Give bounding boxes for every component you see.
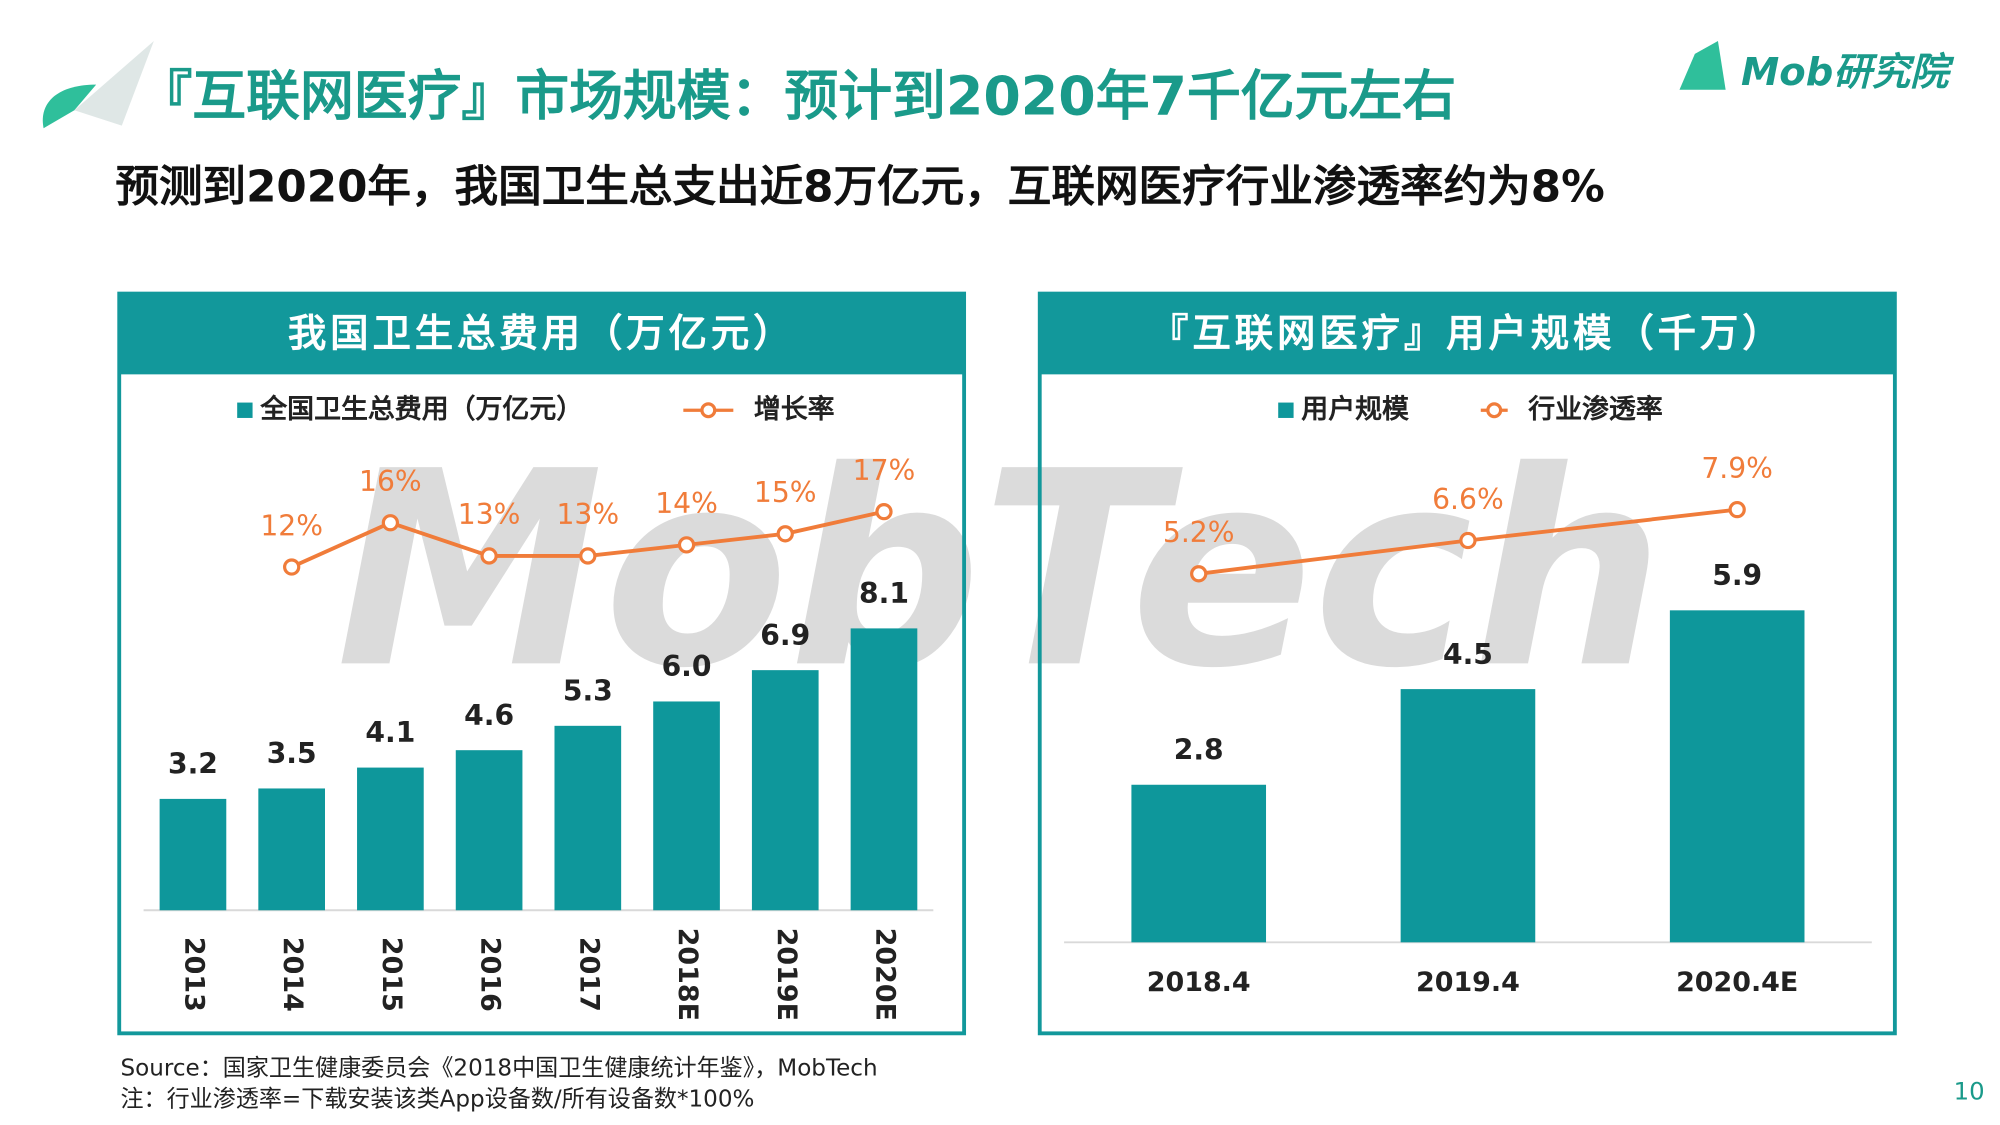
bar (357, 767, 424, 911)
decor-shard (74, 41, 154, 126)
x-tick-label: 2017 (573, 937, 604, 1012)
x-tick-label: 2018.4 (1147, 967, 1251, 998)
line-point (480, 547, 498, 565)
data-label: 8.1 (859, 577, 909, 610)
line-point (776, 525, 794, 543)
chart-title-band (1039, 293, 1895, 375)
data-label: 4.5 (1443, 638, 1493, 671)
x-tick-label: 2018E (672, 928, 703, 1021)
bar (1131, 784, 1267, 943)
data-label: 5.3 (563, 674, 613, 707)
bar (751, 670, 819, 911)
bar (850, 628, 918, 911)
x-tick-label: 2016 (475, 937, 506, 1012)
data-label: 5.2% (1163, 516, 1235, 549)
source: Source：国家卫生健康委员会《2018中国卫生健康统计年鉴》，MobTech (121, 1056, 878, 1082)
bar (653, 701, 720, 911)
data-label: 13% (556, 498, 619, 531)
bar (554, 725, 622, 911)
x-tick-label: 2019E (771, 928, 802, 1021)
data-label: 5.9 (1712, 559, 1762, 592)
decor-leaf (42, 84, 97, 129)
legend-label: 行业渗透率 (1527, 393, 1663, 425)
legend-swatch (237, 402, 253, 418)
x-tick-label: 2015 (376, 937, 407, 1012)
line-point (283, 558, 301, 576)
watermark: MobTech (336, 414, 1664, 727)
legend-label: 增长率 (754, 393, 835, 425)
data-label: 6.0 (662, 650, 712, 683)
bar (258, 788, 325, 911)
data-label: 4.6 (464, 699, 514, 732)
x-tick-label: 2020.4E (1676, 967, 1798, 998)
data-label: 4.1 (365, 716, 415, 749)
bar (159, 798, 227, 911)
x-tick-label: 2019.4 (1416, 967, 1520, 998)
data-label: 15% (754, 476, 817, 509)
x-tick-label: 2013 (178, 937, 209, 1012)
line-point (1459, 531, 1477, 550)
data-label: 6.6% (1432, 483, 1504, 516)
line-point (677, 536, 696, 554)
bar (1669, 610, 1805, 943)
page-number: 10 (1954, 1076, 1985, 1105)
note: 注：行业渗透率=下载安装该类App设备数/所有设备数*100% (121, 1087, 755, 1113)
data-label: 14% (655, 487, 718, 520)
bar (1400, 689, 1536, 943)
x-tick-label: 2014 (277, 937, 308, 1012)
slide-subtitle: 预测到2020年，我国卫生总支出近8万亿元，互联网医疗行业渗透率约为8% (115, 163, 1604, 213)
logo-text: Mob研究院 (1741, 50, 1955, 95)
data-label: 6.9 (760, 619, 810, 652)
line-point (579, 547, 597, 565)
line-point (1728, 500, 1746, 519)
legend-swatch (1278, 402, 1294, 418)
data-label: 17% (853, 454, 916, 487)
data-label: 12% (260, 509, 323, 542)
data-label: 3.5 (267, 737, 317, 770)
data-label: 16% (359, 465, 422, 498)
line-point (381, 514, 400, 532)
data-label: 13% (458, 498, 521, 531)
chart-title: 『互联网医疗』用户规模（千万） (1150, 311, 1784, 356)
data-label: 2.8 (1174, 733, 1224, 766)
x-tick-label: 2020E (869, 928, 900, 1021)
logo-mark (1679, 41, 1726, 90)
legend-marker (1486, 402, 1503, 419)
legend-marker (700, 402, 717, 419)
bar (455, 750, 523, 911)
chart-title-band (119, 293, 965, 375)
data-label: 3.2 (168, 748, 218, 781)
legend-label: 全国卫生总费用（万亿元） (259, 393, 583, 425)
chart-title: 我国卫生总费用（万亿元） (288, 311, 796, 356)
legend-label: 用户规模 (1301, 393, 1409, 425)
data-label: 7.9% (1701, 452, 1773, 485)
line-point (1190, 565, 1208, 583)
line-point (875, 503, 893, 521)
slide-title: 『互联网医疗』市场规模：预计到2020年7千亿元左右 (138, 65, 1456, 128)
